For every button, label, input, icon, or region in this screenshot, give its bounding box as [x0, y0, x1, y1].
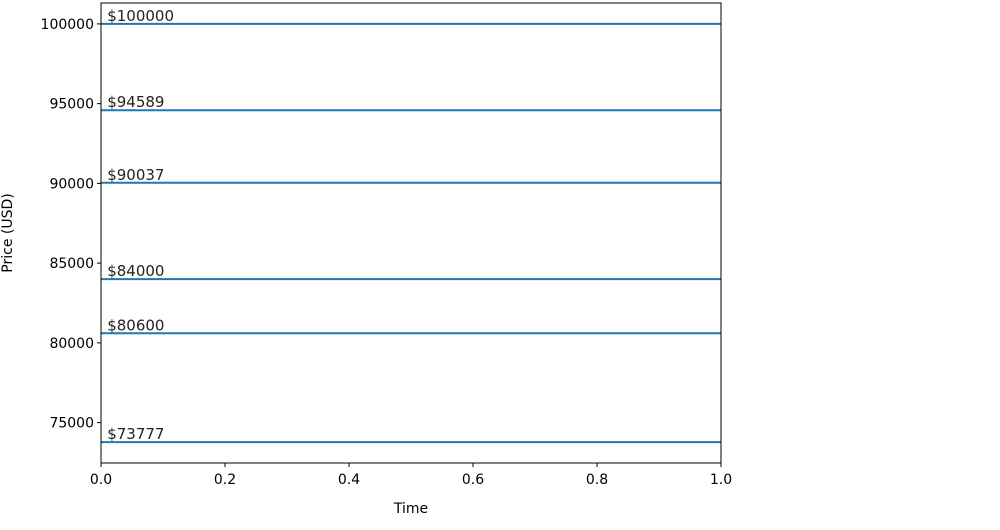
- plot-frame: [100, 2, 722, 464]
- y-tick-label: 75000: [49, 416, 94, 432]
- price-line-label: $73777: [107, 425, 164, 443]
- x-tick-label: 1.0: [710, 472, 732, 488]
- y-tick-label: 80000: [49, 336, 94, 352]
- y-tick-label: 95000: [49, 97, 94, 113]
- x-tick-label: 0.0: [90, 472, 112, 488]
- x-tick-label: 0.4: [338, 472, 360, 488]
- y-tick-label: 85000: [49, 256, 94, 272]
- x-tick-label: 0.6: [462, 472, 484, 488]
- x-axis-label: Time: [393, 501, 428, 517]
- y-tick-label: 100000: [41, 17, 94, 33]
- price-line-label: $100000: [107, 7, 174, 25]
- x-tick-label: 0.2: [214, 472, 236, 488]
- price-line-label: $84000: [107, 262, 164, 280]
- x-tick-label: 0.8: [586, 472, 608, 488]
- price-line-label: $94589: [107, 93, 164, 111]
- price-line-label: $80600: [107, 316, 164, 334]
- y-tick-label: 90000: [49, 176, 94, 192]
- y-axis-label: Price (USD): [0, 193, 16, 272]
- price-line-label: $90037: [107, 166, 164, 184]
